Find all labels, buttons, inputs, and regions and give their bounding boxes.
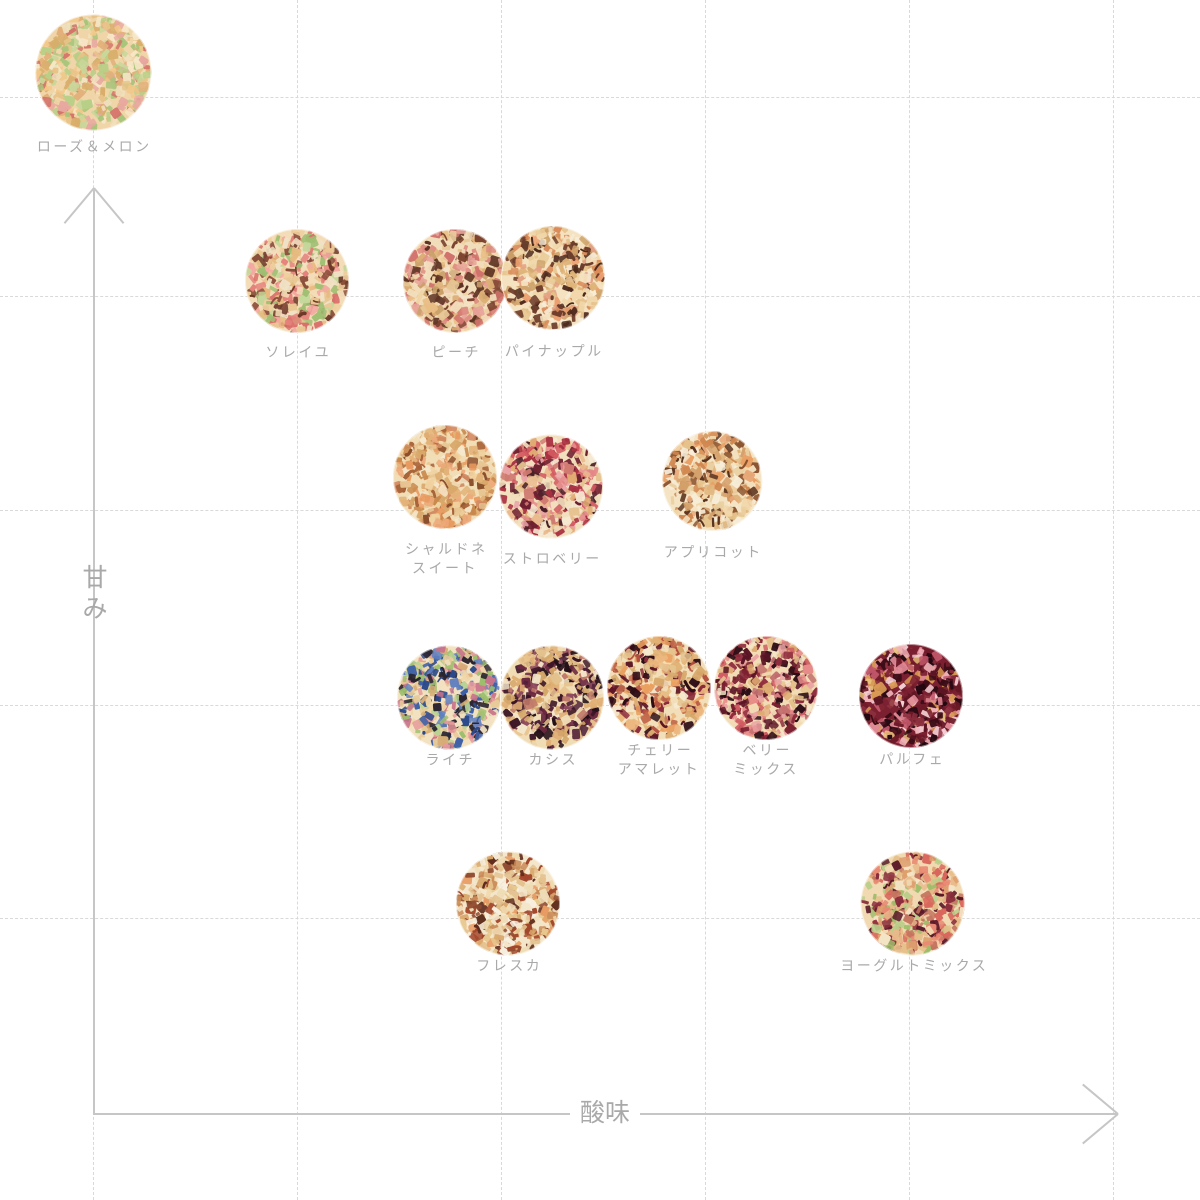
y-axis-label: 甘 み <box>78 562 112 624</box>
blend-marker-8[interactable]: ライチ <box>397 645 501 771</box>
blend-label: シャルドネ スイート <box>405 542 488 577</box>
blend-marker-14[interactable]: ヨーグルトミックス <box>838 851 989 977</box>
blend-label: カシス <box>528 752 578 769</box>
blend-marker-6[interactable]: ストロベリー <box>499 434 603 570</box>
blend-photo <box>393 425 497 529</box>
blend-texture-icon <box>714 636 818 740</box>
blend-label: ヨーグルトミックス <box>840 958 989 975</box>
blend-texture-icon <box>403 229 507 333</box>
blend-label: アプリコット <box>663 545 763 561</box>
blend-photo <box>501 226 605 330</box>
y-axis-line <box>93 188 95 1113</box>
blend-marker-9[interactable]: カシス <box>500 645 604 771</box>
blend-label: ストロベリー <box>502 551 602 568</box>
blend-marker-4[interactable]: パイナップル <box>501 226 605 362</box>
blend-label: パイナップル <box>504 344 604 360</box>
blend-photo <box>500 645 604 750</box>
blend-texture-icon <box>245 229 349 333</box>
blend-label: ローズ＆メロン <box>36 139 152 156</box>
blend-texture-icon <box>859 644 963 748</box>
blend-marker-2[interactable]: ソレイユ <box>245 229 349 363</box>
gridline-horizontal-4 <box>0 918 1200 919</box>
blend-texture-icon <box>393 425 497 529</box>
blend-texture-icon <box>499 434 603 539</box>
blend-texture-icon <box>397 645 501 750</box>
blend-marker-10[interactable]: チェリー アマレット <box>607 636 711 780</box>
blend-texture-icon <box>607 636 711 740</box>
blend-marker-5[interactable]: シャルドネ スイート <box>393 425 497 579</box>
y-axis-label-char-1: 甘 <box>82 563 108 592</box>
blend-marker-7[interactable]: アプリコット <box>661 431 763 563</box>
blend-photo <box>861 851 965 956</box>
gridline-vertical-4 <box>909 0 910 1200</box>
blend-label: ライチ <box>425 752 475 769</box>
blend-photo <box>456 851 560 956</box>
gridline-vertical-2 <box>501 0 502 1200</box>
blend-photo <box>397 645 501 750</box>
blend-photo <box>859 644 963 748</box>
y-axis-label-char-2: み <box>82 594 108 623</box>
blend-texture-icon <box>500 645 604 750</box>
blend-marker-3[interactable]: ピーチ <box>403 229 507 363</box>
blend-photo <box>714 636 818 740</box>
x-axis-label: 酸味 <box>570 1098 641 1128</box>
gridline-vertical-1 <box>297 0 298 1200</box>
blend-label: フレスカ <box>476 958 543 975</box>
blend-photo <box>499 434 603 539</box>
gridline-vertical-5 <box>1113 0 1114 1200</box>
blend-label: ピーチ <box>431 345 481 361</box>
blend-photo <box>662 431 762 531</box>
blend-texture-icon <box>861 851 965 956</box>
blend-texture-icon <box>662 431 762 531</box>
blend-label: ベリー ミックス <box>733 743 799 778</box>
blend-texture-icon <box>501 226 605 330</box>
blend-marker-1[interactable]: ローズ＆メロン <box>34 14 152 158</box>
blend-photo <box>607 636 711 740</box>
blend-photo <box>35 14 151 131</box>
blend-texture-icon <box>456 851 560 956</box>
blend-photo <box>403 229 507 333</box>
blend-marker-11[interactable]: ベリー ミックス <box>714 636 818 780</box>
blend-label: パルフェ <box>879 752 946 768</box>
blend-marker-13[interactable]: フレスカ <box>456 851 560 977</box>
blend-label: チェリー アマレット <box>617 743 701 778</box>
blend-texture-icon <box>35 14 151 131</box>
blend-photo <box>245 229 349 333</box>
blend-label: ソレイユ <box>265 345 332 361</box>
gridline-vertical-3 <box>705 0 706 1200</box>
gridline-horizontal-0 <box>0 97 1200 98</box>
gridline-horizontal-2 <box>0 510 1200 511</box>
blend-marker-12[interactable]: パルフェ <box>859 644 963 770</box>
